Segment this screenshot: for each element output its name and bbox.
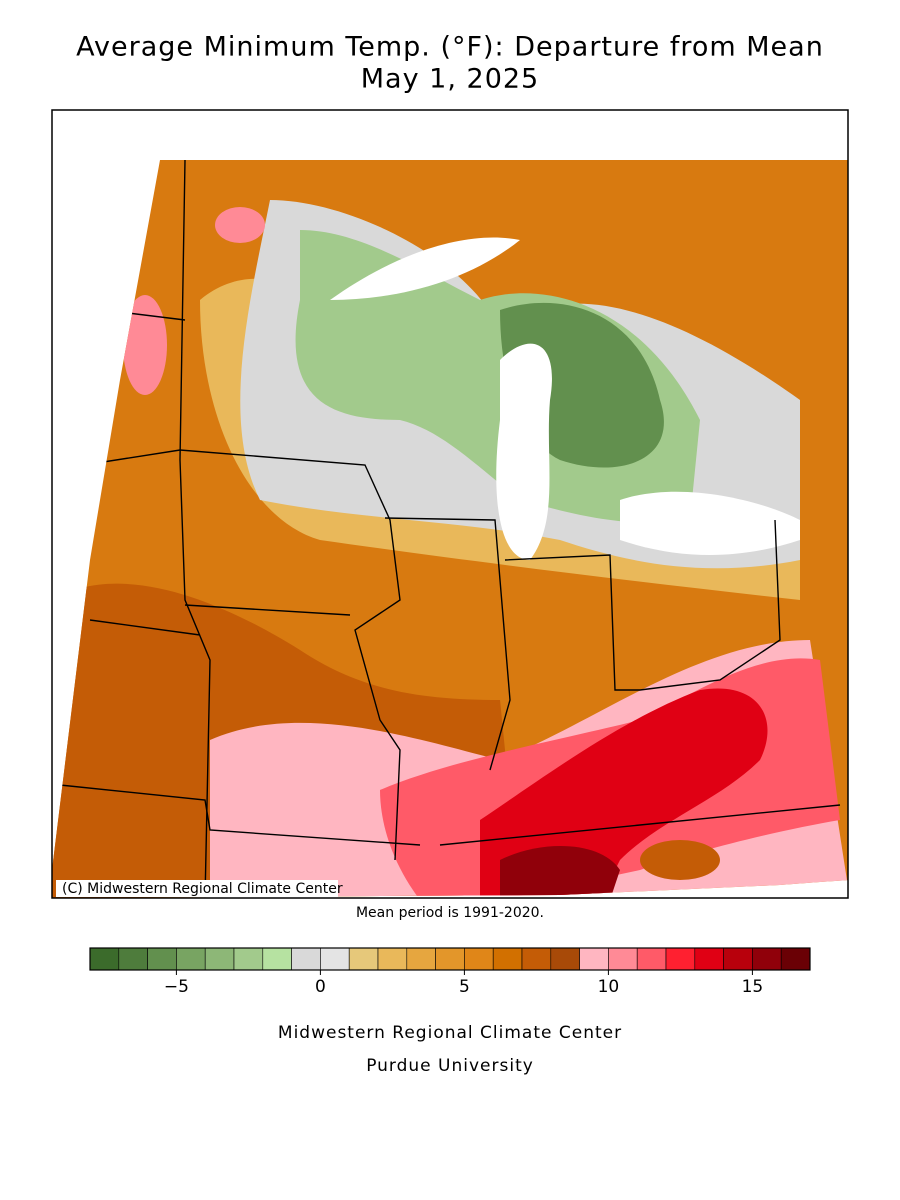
colorbar-swatch — [435, 947, 465, 971]
title: Average Minimum Temp. (°F): Departure fr… — [76, 32, 824, 63]
colorbar-swatch — [233, 947, 264, 971]
colorbar-swatch — [694, 947, 724, 971]
colorbar-swatch — [492, 947, 523, 971]
colorbar-swatch — [723, 947, 753, 971]
colorbar-swatch — [291, 947, 321, 971]
colorbar-swatch — [550, 947, 580, 971]
colorbar-swatch — [118, 947, 148, 971]
colorbar-tick-label: 15 — [742, 977, 764, 997]
colorbar-swatch — [320, 947, 350, 971]
colorbar-swatch — [377, 947, 408, 971]
colorbar-swatch — [780, 947, 811, 971]
colorbar-tick-label: 0 — [315, 977, 326, 997]
colorbar-swatch — [665, 947, 696, 971]
colorbar-swatch — [608, 947, 638, 971]
colorbar: −5 0 5 10 15 — [89, 947, 811, 997]
colorbar-swatch — [262, 947, 292, 971]
colorbar-swatch — [579, 947, 609, 971]
colorbar-swatch — [464, 947, 494, 971]
colorbar-swatch — [348, 947, 379, 971]
colorbar-swatch — [521, 947, 552, 971]
colorbar-swatch — [636, 947, 667, 971]
colorbar-tick-label: −5 — [164, 977, 189, 997]
colorbar-swatch — [752, 947, 782, 971]
colorbar-swatch — [176, 947, 206, 971]
colorbar-swatch — [147, 947, 177, 971]
colorbar-frame — [89, 947, 811, 971]
map-credit: (C) Midwestern Regional Climate Center — [62, 881, 343, 897]
colorbar-swatch — [406, 947, 436, 971]
footer-line: Midwestern Regional Climate Center — [278, 1023, 622, 1043]
colorbar-tick-label: 10 — [598, 977, 620, 997]
map: (C) Midwestern Regional Climate Center — [51, 109, 850, 899]
footer-line: Purdue University — [366, 1056, 534, 1076]
mean-period-note: Mean period is 1991-2020. — [356, 905, 544, 921]
subtitle: May 1, 2025 — [361, 64, 539, 95]
colorbar-tick-label: 5 — [459, 977, 470, 997]
colorbar-swatch — [204, 947, 235, 971]
colorbar-swatch — [89, 947, 120, 971]
